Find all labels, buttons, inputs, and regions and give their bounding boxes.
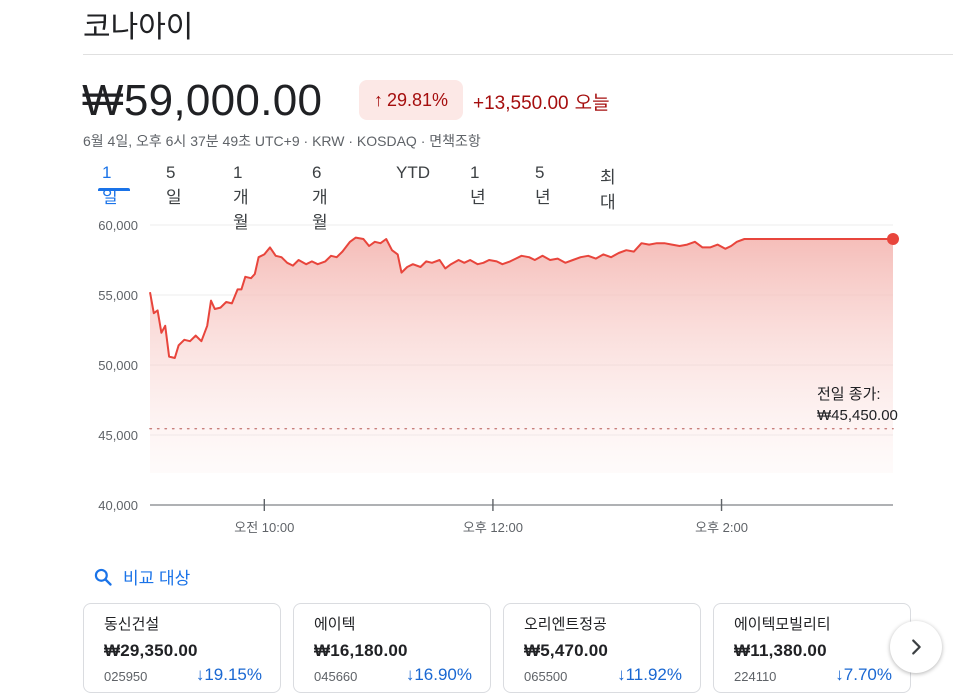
card-change-value: 7.70% [843, 665, 892, 684]
price-line [149, 236, 893, 359]
tab-1y[interactable]: 1년 [470, 163, 486, 207]
chevron-right-icon [912, 639, 921, 655]
tab-6m[interactable]: 6개월 [312, 163, 328, 232]
card-price: ₩11,380.00 [734, 641, 827, 660]
price-area [150, 237, 893, 473]
change-percent: 29.81% [386, 89, 449, 110]
card-stock-name: 에이텍모빌리티 [734, 616, 831, 633]
card-change: ↓19.15% [196, 665, 262, 685]
compare-card[interactable]: 에이텍모빌리티 ₩11,380.00 224110 ↓7.70% [713, 603, 911, 693]
tab-max[interactable]: 최대 [600, 168, 616, 212]
y-tick-label: 55,000 [98, 288, 138, 303]
arrow-down-icon: ↓ [405, 665, 415, 684]
header-divider [83, 54, 953, 55]
tab-1m[interactable]: 1개월 [233, 163, 249, 232]
change-period: 오늘 [574, 93, 610, 114]
compare-card[interactable]: 동신건설 ₩29,350.00 025950 ↓19.15% [83, 603, 281, 693]
arrow-down-icon: ↓ [195, 665, 205, 684]
card-price: ₩16,180.00 [314, 641, 408, 660]
search-icon [94, 568, 112, 586]
next-cards-button[interactable] [890, 621, 942, 673]
prev-close-label: 전일 종가: [817, 386, 881, 403]
y-tick-label: 45,000 [98, 428, 138, 443]
card-stock-name: 오리엔트정공 [524, 616, 607, 633]
card-code: 025950 [104, 669, 148, 684]
compare-card[interactable]: 에이텍 ₩16,180.00 045660 ↓16.90% [293, 603, 491, 693]
current-price: ₩59,000.00 [82, 76, 323, 125]
tab-ytd[interactable]: YTD [396, 163, 430, 182]
card-stock-name: 에이텍 [314, 616, 356, 633]
card-change: ↓16.90% [406, 665, 472, 685]
stock-name: 코나아이 [83, 11, 194, 44]
compare-card[interactable]: 오리엔트정공 ₩5,470.00 065500 ↓11.92% [503, 603, 701, 693]
price-chart[interactable]: 60,000 55,000 50,000 45,000 40,000 오전 10:00 오… [0, 205, 953, 540]
card-change-value: 19.15% [204, 665, 262, 684]
active-tab-indicator [98, 188, 130, 191]
card-change-value: 16.90% [414, 665, 472, 684]
quote-meta[interactable]: 6월 4일, 오후 6시 37분 49초 UTC+9 · KRW · KOSDA… [83, 133, 481, 149]
card-price: ₩5,470.00 [524, 641, 609, 660]
compare-label: 비교 대상 [123, 569, 191, 588]
compare-button[interactable]: 비교 대상 [93, 564, 190, 589]
prev-close-value: ₩45,450.00 [817, 407, 898, 424]
x-tick-label: 오후 12:00 [463, 520, 523, 535]
card-stock-name: 동신건설 [104, 616, 160, 633]
y-tick-label: 50,000 [98, 358, 138, 373]
card-price: ₩29,350.00 [104, 641, 198, 660]
x-tick-label: 오전 10:00 [234, 520, 294, 535]
arrow-up-icon: ↑ [373, 89, 383, 110]
tab-5d[interactable]: 5일 [166, 163, 182, 207]
arrow-down-icon: ↓ [617, 665, 626, 684]
card-code: 045660 [314, 669, 358, 684]
tab-1d[interactable]: 1일 [102, 163, 118, 207]
card-change: ↓11.92% [617, 665, 682, 685]
change-percent-badge: ↑ 29.81% [359, 80, 463, 120]
last-price-dot [887, 233, 899, 245]
y-tick-label: 40,000 [98, 498, 138, 513]
card-change: ↓7.70% [835, 665, 892, 685]
card-code: 065500 [524, 669, 568, 684]
prev-close-annotation: 전일 종가: ₩45,450.00 [817, 384, 898, 426]
change-amount: +13,550.00 [473, 93, 569, 114]
tab-5y[interactable]: 5년 [535, 163, 551, 207]
arrow-down-icon: ↓ [835, 665, 844, 684]
x-tick-label: 오후 2:00 [695, 520, 748, 535]
y-tick-label: 60,000 [98, 218, 138, 233]
change-amount-row: +13,550.00 오늘 [473, 88, 610, 115]
card-code: 224110 [734, 669, 777, 684]
card-change-value: 11.92% [625, 665, 682, 684]
